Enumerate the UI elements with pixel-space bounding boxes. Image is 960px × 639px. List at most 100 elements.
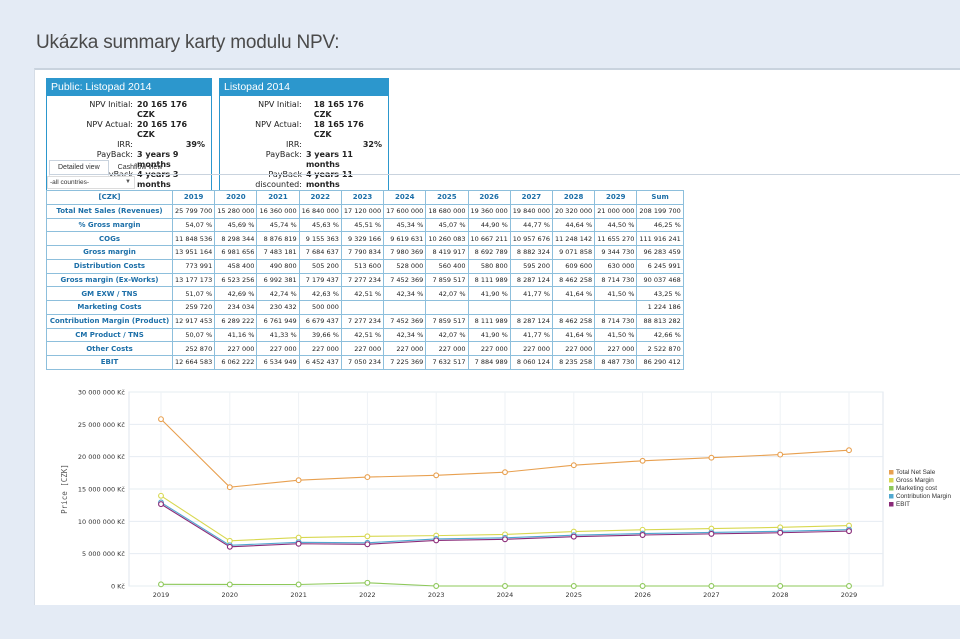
y-tick-label: 30 000 000 Kč — [78, 389, 126, 397]
country-select[interactable]: -all countries- ▼ — [47, 176, 135, 189]
card-row-key: NPV Actual: — [86, 120, 133, 129]
card-row-key: IRR: — [117, 140, 133, 149]
tab-divider — [49, 174, 960, 175]
table-cell: 41,90 % — [467, 327, 511, 343]
table-cell: 7 277 234 — [340, 313, 385, 329]
data-point — [433, 472, 440, 479]
table-cell: 42,51 % — [340, 286, 385, 301]
card-row-value: 20 165 176 CZK — [137, 100, 188, 119]
legend-label: Contribution Margin — [896, 493, 951, 500]
data-point — [777, 451, 784, 458]
card-row: IRR: 39% — [51, 140, 205, 150]
table-cell: 45,74 % — [256, 217, 300, 233]
table-cell: 12 917 453 — [171, 313, 216, 329]
chevron-down-icon: ▼ — [125, 179, 131, 185]
table-cell: 8 714 730 — [594, 272, 638, 288]
table-cell: 227 000 — [383, 341, 427, 356]
table-cell: 17 600 000 — [383, 203, 427, 219]
data-point — [708, 583, 715, 589]
table-cell: 500 000 — [298, 300, 342, 315]
table-cell: 6 679 437 — [298, 313, 342, 329]
table-cell: 8 287 124 — [509, 272, 553, 288]
tab-detailed-view[interactable]: Detailed view — [49, 160, 109, 176]
table-cell: 227 000 — [594, 341, 638, 356]
row-label: Other Costs — [46, 341, 173, 356]
data-point — [570, 462, 577, 469]
table-cell: 44,90 % — [467, 217, 511, 233]
tab-cashflow-view[interactable]: Cashflow view — [117, 164, 163, 171]
table-cell: 9 344 730 — [594, 245, 638, 260]
data-point — [433, 537, 440, 544]
table-cell: 6 245 991 — [636, 258, 684, 274]
table-cell: 10 260 083 — [425, 231, 469, 246]
data-point — [295, 540, 302, 547]
table-cell: 8 487 730 — [594, 355, 638, 370]
data-point — [295, 534, 302, 541]
table-corner-header: [CZK] — [46, 190, 173, 205]
card-row-key: PayBack: — [265, 150, 302, 159]
card-row: IRR: 32% — [224, 140, 382, 150]
table-cell: 10 667 211 — [467, 231, 511, 246]
table-cell: 227 000 — [551, 341, 596, 356]
table-cell: 7 684 637 — [298, 245, 342, 260]
row-label: Distribution Costs — [46, 258, 173, 274]
column-header: 2027 — [509, 190, 553, 205]
data-point — [158, 416, 164, 423]
data-point — [226, 581, 233, 588]
table-cell: 16 360 000 — [256, 203, 300, 219]
row-label: Gross margin (Ex-Works) — [46, 272, 173, 288]
table-row: Distribution Costs 773 991 458 400 490 800 5… — [46, 258, 684, 274]
card-row-value: 32% — [362, 140, 382, 149]
table-row: Gross margin 13 951 164 6 981 656 7 483 181… — [46, 245, 684, 260]
table-cell — [467, 300, 511, 315]
country-select-value: -all countries- — [50, 179, 90, 186]
table-cell: 6 534 949 — [256, 355, 300, 370]
row-label: GM EXW / TNS — [46, 286, 173, 301]
column-header: 2023 — [340, 190, 385, 205]
table-cell: 44,50 % — [594, 217, 638, 233]
table-cell: 513 600 — [340, 258, 385, 274]
table-cell: 42,07 % — [425, 286, 469, 301]
table-cell: 41,77 % — [509, 327, 553, 343]
table-cell: 227 000 — [467, 341, 511, 356]
npv-line-chart: 0 Kč 5 000 000 Kč 10 000 000 Kč 15 000 000 … — [60, 389, 951, 600]
y-axis-label: Price [CZK] — [60, 464, 69, 514]
table-cell: 7 452 369 — [383, 313, 427, 329]
npv-summary-panel: Public: Listopad 2014 NPV Initial: 20 165… — [34, 68, 960, 605]
table-cell: 6 761 949 — [256, 313, 300, 329]
table-cell: 16 840 000 — [298, 203, 342, 219]
data-point — [158, 492, 164, 499]
table-cell: 41,33 % — [256, 327, 300, 343]
data-point — [708, 530, 715, 537]
page-heading: Ukázka summary karty modulu NPV: — [36, 32, 340, 53]
table-cell: 595 200 — [509, 258, 553, 274]
legend-label: Marketing cost — [896, 485, 937, 492]
card-row-key: PayBack: — [96, 150, 133, 159]
table-cell: 227 000 — [340, 341, 385, 356]
data-point — [364, 474, 371, 481]
table-cell: 227 000 — [214, 341, 258, 356]
table-cell: 8 111 989 — [467, 272, 511, 288]
card-row-key: NPV Actual: — [255, 120, 302, 129]
row-label: EBIT — [46, 355, 173, 370]
x-tick-label: 2021 — [290, 591, 307, 599]
card-row-value: 4 years 11 months — [305, 170, 353, 189]
table-cell: 6 452 437 — [298, 355, 342, 370]
data-point — [502, 469, 508, 476]
legend-label: Total Net Sale — [896, 469, 936, 476]
table-cell: 8 462 258 — [551, 272, 596, 288]
table-cell: 609 600 — [551, 258, 596, 274]
table-cell: 17 120 000 — [340, 203, 385, 219]
table-cell: 11 248 142 — [551, 231, 596, 246]
table-cell: 42,66 % — [636, 327, 684, 343]
table-cell: 7 859 517 — [425, 272, 469, 288]
table-cell: 7 277 234 — [340, 272, 385, 288]
table-row: EBIT 12 664 583 6 062 222 6 534 949 6 452 43… — [46, 355, 684, 370]
table-cell: 51,07 % — [171, 286, 216, 301]
card-row: NPV Initial: 18 165 176 CZK — [224, 100, 382, 120]
table-cell: 9 619 631 — [383, 231, 427, 246]
data-point — [777, 583, 784, 589]
table-cell: 42,69 % — [214, 286, 258, 301]
table-row: COGs 11 848 536 8 298 344 8 876 819 9 155 36… — [46, 231, 684, 246]
table-cell: 630 000 — [594, 258, 638, 274]
